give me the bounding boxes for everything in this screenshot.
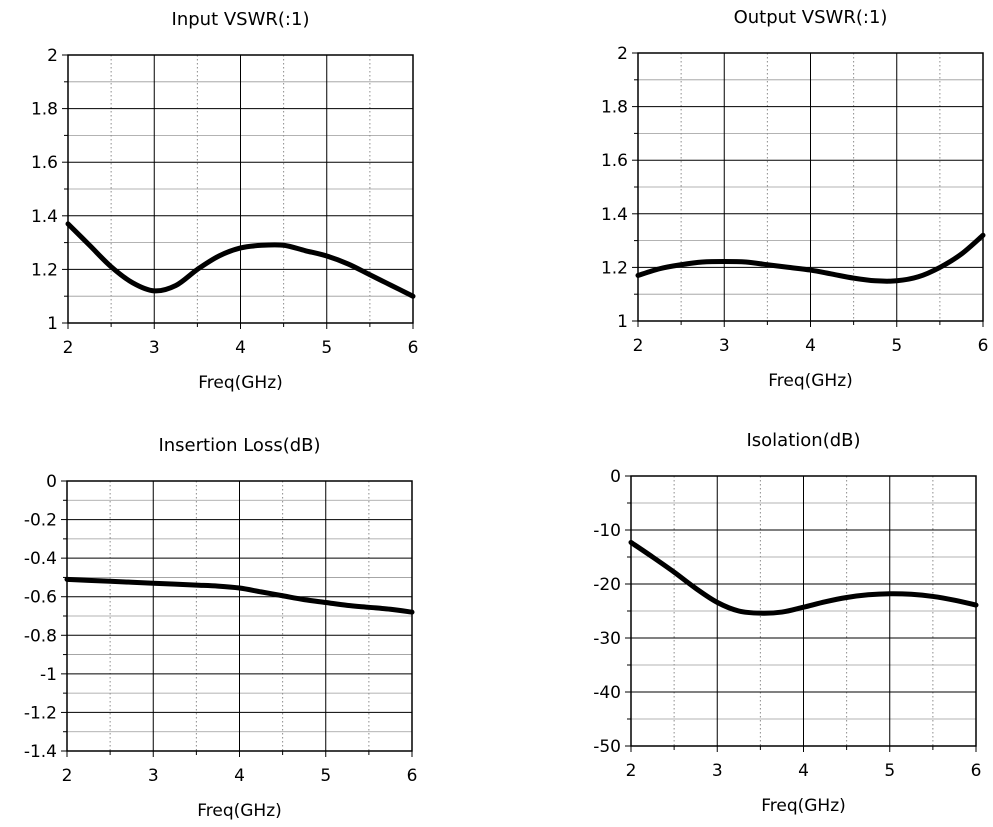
y-tick-label: -0.4: [24, 549, 57, 569]
plot-area: [66, 480, 413, 752]
x-tick-label: 5: [320, 766, 331, 786]
y-tick-label: 1.2: [601, 258, 628, 278]
series-line: [635, 232, 986, 284]
y-tick-label: -1.2: [24, 703, 57, 723]
y-tick-label: -30: [593, 629, 621, 649]
y-tick-label: -10: [593, 521, 621, 541]
y-tick-label: -20: [593, 575, 621, 595]
plot-area: [637, 52, 984, 322]
x-tick-label: 4: [234, 766, 245, 786]
chart-panel-1: 1 1.2 1.4 1.6 1.8 2 2 3 4 5 6 Input VSWR(:1) Freq(GH…: [31, 9, 418, 393]
x-tick-label: 4: [805, 336, 816, 356]
y-tick-label: 1.8: [601, 98, 628, 118]
x-tick-label: 5: [891, 336, 902, 356]
y-tick-label: 2: [47, 46, 58, 66]
x-tick-label: 5: [884, 761, 895, 781]
y-tick-label: 1.4: [31, 207, 58, 227]
x-tick-label: 3: [148, 766, 159, 786]
y-tick-label: 1.6: [31, 153, 58, 173]
chart-panel-3: -1.4 -1.2 -1 -0.8 -0.6 -0.4 -0.2 0 2 3 4 5 6 Insertio…: [24, 435, 418, 821]
x-axis-label: Freq(GHz): [197, 801, 282, 821]
x-tick-label: 6: [971, 761, 982, 781]
plot-area: [67, 54, 414, 324]
y-tick-label: -40: [593, 683, 621, 703]
chart-title: Isolation(dB): [746, 430, 860, 451]
y-tick-label: -0.2: [24, 511, 57, 531]
y-tick-label: 2: [617, 44, 628, 64]
x-tick-label: 3: [712, 761, 723, 781]
x-axis-label: Freq(GHz): [761, 796, 846, 816]
x-tick-label: 5: [321, 338, 332, 358]
y-tick-label: 0: [610, 467, 621, 487]
x-tick-label: 2: [62, 766, 73, 786]
chart-title: Output VSWR(:1): [734, 7, 888, 28]
chart-title: Insertion Loss(dB): [158, 435, 320, 456]
series-line: [65, 221, 416, 299]
series-line: [628, 539, 979, 616]
y-tick-label: 1.4: [601, 205, 628, 225]
y-tick-label: 1.6: [601, 151, 628, 171]
x-tick-label: 3: [719, 336, 730, 356]
y-tick-label: 1.2: [31, 260, 58, 280]
x-axis-label: Freq(GHz): [768, 371, 853, 391]
x-tick-label: 2: [626, 761, 637, 781]
chart-panel-2: 1 1.2 1.4 1.6 1.8 2 2 3 4 5 6 Output VSWR(:1) Freq(G…: [601, 7, 988, 391]
x-tick-label: 6: [978, 336, 989, 356]
x-tick-label: 2: [63, 338, 74, 358]
x-tick-label: 6: [408, 338, 419, 358]
chart-title: Input VSWR(:1): [172, 9, 310, 30]
plot-area: [630, 475, 977, 747]
y-tick-label: -0.8: [24, 626, 57, 646]
y-tick-label: 0: [46, 472, 57, 492]
series-line: [64, 576, 415, 615]
chart-panel-4: -50 -40 -30 -20 -10 0 2 3 4 5 6 Isolation(dB) Freq(G…: [593, 430, 981, 816]
x-axis-label: Freq(GHz): [198, 373, 283, 393]
y-tick-label: -0.6: [24, 588, 57, 608]
x-tick-label: 3: [149, 338, 160, 358]
x-tick-label: 6: [407, 766, 418, 786]
y-tick-label: 1.8: [31, 100, 58, 120]
x-tick-label: 2: [633, 336, 644, 356]
x-tick-label: 4: [798, 761, 809, 781]
x-tick-label: 4: [235, 338, 246, 358]
y-tick-label: -1.4: [24, 742, 57, 762]
y-tick-label: 1: [617, 312, 628, 332]
y-tick-label: 1: [47, 314, 58, 334]
y-tick-label: -50: [593, 737, 621, 757]
y-tick-label: -1: [40, 665, 57, 685]
